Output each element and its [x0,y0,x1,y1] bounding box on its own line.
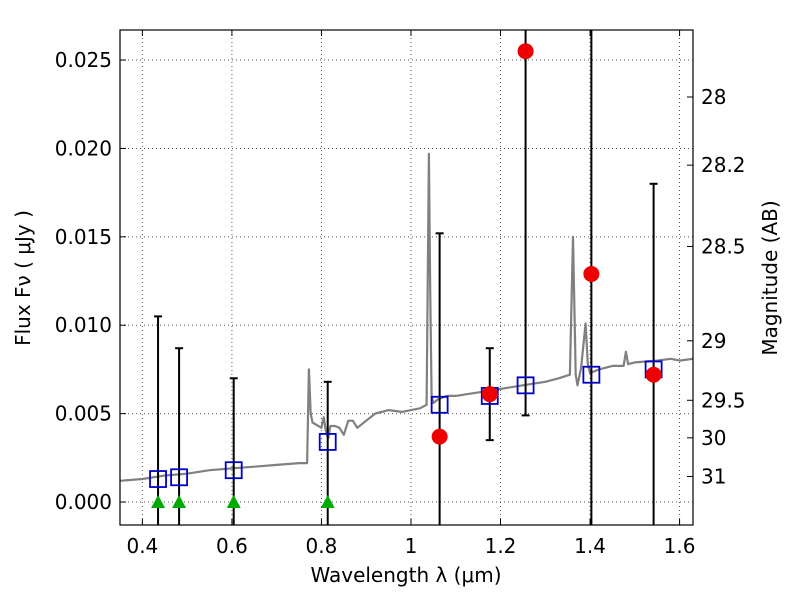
model-spectrum-line [120,152,693,482]
x-tick-label: 1.4 [574,534,606,558]
mag-tick-label: 31 [701,464,726,488]
mag-tick-label: 30 [701,426,726,450]
axis-layer: 0.4 0.6 0.8 1 1.2 1.4 1.6 0.000 0.005 0.010 0.015 0… [55,30,746,558]
mag-tick-label: 28 [701,85,726,109]
upper-limit-marker [226,495,241,509]
measured-point [517,43,534,60]
error-bar [154,315,163,525]
mag-tick-label: 28.5 [701,234,746,258]
upper-limit-marker [320,495,335,509]
plot-frame [119,29,694,526]
x-tick-label: 0.6 [216,534,248,558]
y-tick-label: 0.015 [55,225,112,249]
x-tick-label: 0.4 [126,534,158,558]
right-axis-title: Magnitude (AB) [758,200,782,355]
y-axis-title: Flux Fν ( μJy ) [11,210,35,346]
y-tick-label: 0.000 [55,490,112,514]
model-flux-marker [516,376,535,395]
error-bar [649,182,658,525]
x-tick-label: 1.2 [485,534,517,558]
y-tick-label: 0.020 [55,136,112,160]
mag-tick-label: 29.5 [701,388,746,412]
model-flux-marker [582,365,601,384]
model-flux-marker [170,468,188,487]
x-tick-label: 0.8 [306,534,338,558]
grid-layer [120,30,693,525]
measured-point [583,265,600,282]
model-flux-marker [224,461,243,480]
x-axis-title: Wavelength λ (μm) [310,563,501,587]
mag-tick-label: 28.2 [701,153,746,177]
x-tick-label: 1.6 [664,534,696,558]
measured-point [645,366,662,383]
error-bar [521,30,530,417]
measured-point [481,386,498,403]
y-tick-label: 0.025 [55,48,112,72]
measured-point [431,428,448,445]
model-flux-marker [430,395,449,414]
y-tick-label: 0.010 [55,313,112,337]
upper-limit-marker [172,495,187,509]
data-layer [120,30,693,525]
y-tick-label: 0.005 [55,402,112,426]
x-tick-label: 1 [405,534,418,558]
error-bar [435,232,444,525]
mag-tick-label: 29 [701,329,726,353]
model-flux-marker [318,433,337,451]
upper-limit-marker [151,495,166,509]
model-flux-marker [149,470,167,488]
